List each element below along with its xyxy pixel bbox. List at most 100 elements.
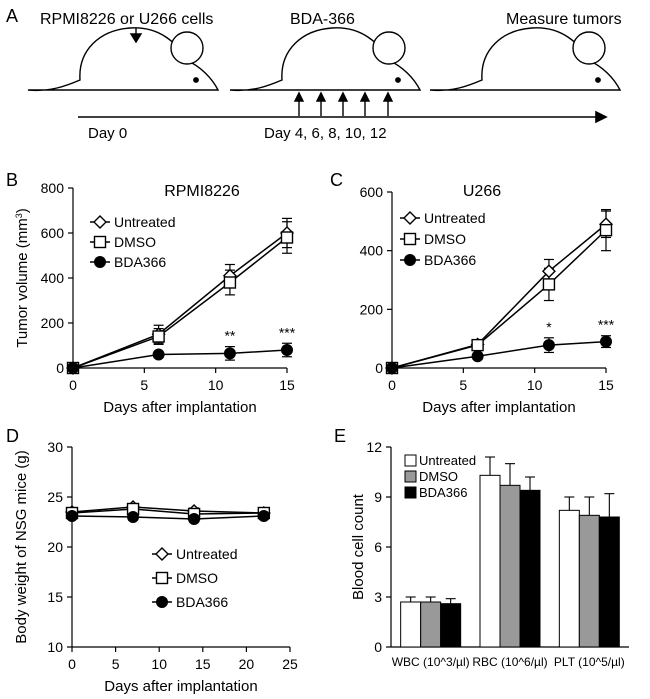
legend-label-untreated: Untreated xyxy=(114,214,175,230)
legend-label-dmso: DMSO xyxy=(114,234,156,250)
y-tick-label: 30 xyxy=(47,439,63,455)
y-tick-label: 600 xyxy=(41,225,65,241)
legend-marker-bda366 xyxy=(94,256,106,268)
data-point-bda366 xyxy=(152,348,165,361)
y-tick-label: 12 xyxy=(366,439,382,455)
data-point-bda366 xyxy=(127,511,140,523)
panel-label-d: D xyxy=(6,426,19,446)
timeline-injection-days-label: Day 4, 6, 8, 10, 12 xyxy=(264,125,387,142)
data-point-untreated xyxy=(541,264,556,279)
panel-label-a: A xyxy=(6,6,18,26)
y-tick-label: 600 xyxy=(360,184,384,200)
bar-untreated xyxy=(400,601,422,648)
x-tick-label: 0 xyxy=(388,377,396,393)
x-tick-label: 10 xyxy=(208,377,224,393)
data-point-dmso xyxy=(280,231,294,244)
x-tick-label: 5 xyxy=(112,656,120,672)
x-tick-label: 10 xyxy=(151,656,167,672)
significance-label: *** xyxy=(598,317,615,333)
chart-D: 10 15 20 25 30 0 5 10 15 20 25 Untreated DMSO BDA366 D… xyxy=(13,439,298,695)
data-point-bda366 xyxy=(386,362,398,374)
legend-label-dmso: DMSO xyxy=(419,469,458,484)
data-point-bda366 xyxy=(471,350,484,363)
y-tick-label: 200 xyxy=(41,315,65,331)
timeline-arrow xyxy=(78,110,608,124)
data-point-bda366 xyxy=(281,344,293,356)
mouse-illustration-1 xyxy=(27,27,220,92)
legend-label-untreated: Untreated xyxy=(176,546,237,562)
y-tick-label: 200 xyxy=(360,301,384,317)
y-tick-label: 25 xyxy=(47,489,63,505)
panel-label-b: B xyxy=(6,170,18,190)
chart-title: RPMI8226 xyxy=(164,183,240,200)
legend-marker-dmso xyxy=(155,571,169,585)
chart-E: 0 3 6 9 12 WBC (10^3/µl) RBC (10^6/µl) PLT (10^… xyxy=(350,439,629,669)
data-point-bda366 xyxy=(600,335,612,348)
data-point-dmso xyxy=(223,276,237,289)
y-axis-label: Blood cell count xyxy=(350,493,367,600)
data-point-bda366 xyxy=(223,347,236,360)
legend-swatch-dmso xyxy=(404,470,417,483)
y-tick-label: 0 xyxy=(56,360,64,376)
y-tick-label: 10 xyxy=(47,639,63,655)
series-line-dmso xyxy=(71,508,264,515)
x-tick-label: 15 xyxy=(598,377,614,393)
y-tick-label: 3 xyxy=(374,589,382,605)
x-tick-label: 0 xyxy=(68,656,76,672)
y-tick-label: 400 xyxy=(41,270,65,286)
panel-label-c: C xyxy=(330,170,343,190)
y-tick-label: 20 xyxy=(47,539,63,555)
x-axis-label: Days after implantation xyxy=(103,399,256,416)
data-point-dmso xyxy=(152,330,165,343)
superscript-end: ) xyxy=(14,208,31,213)
data-point-bda366 xyxy=(542,339,555,352)
legend-marker-untreated xyxy=(155,547,169,561)
legend-swatch-bda366 xyxy=(404,486,417,499)
series-line-untreated xyxy=(71,506,264,514)
legend-label-bda366: BDA366 xyxy=(114,254,166,270)
series-line-bda366 xyxy=(72,349,288,369)
mouse-illustration-3 xyxy=(429,27,622,92)
significance-label: *** xyxy=(279,324,296,340)
x-tick-label: 5 xyxy=(140,377,148,393)
legend-marker-bda366 xyxy=(404,254,416,266)
schematic-step1-label: RPMI8226 or U266 cells xyxy=(40,11,213,28)
series-line-dmso xyxy=(72,236,288,369)
y-tick-label: 0 xyxy=(375,360,383,376)
schematic-panel: RPMI8226 or U266 cells BDA-366 Measure t… xyxy=(27,11,622,142)
significance-label: ** xyxy=(224,328,235,344)
x-tick-label: 15 xyxy=(195,656,211,672)
schematic-step3-label: Measure tumors xyxy=(506,11,622,28)
bar-dmso xyxy=(420,601,442,648)
legend-label-bda366: BDA366 xyxy=(424,252,476,268)
bar-bda366 xyxy=(440,603,462,648)
y-tick-label: 15 xyxy=(47,589,63,605)
timeline-day0-label: Day 0 xyxy=(88,125,127,142)
bar-bda366 xyxy=(519,489,541,648)
legend-label-untreated: Untreated xyxy=(419,453,476,468)
data-point-bda366 xyxy=(67,362,79,374)
x-tick-label: 25 xyxy=(282,656,298,672)
data-point-bda366 xyxy=(257,510,270,522)
y-axis-label: Tumor volume (mm3) xyxy=(14,208,31,347)
legend-label-untreated: Untreated xyxy=(424,210,485,226)
legend-swatch-untreated xyxy=(404,454,417,467)
legend-label-bda366: BDA366 xyxy=(419,485,467,500)
data-point-bda366 xyxy=(188,513,201,525)
significance-label: * xyxy=(546,319,552,335)
series-line-untreated xyxy=(72,232,288,369)
y-tick-label: 9 xyxy=(374,489,382,505)
mouse-illustration-2 xyxy=(229,27,422,92)
data-point-dmso xyxy=(471,338,484,352)
x-axis-label: Days after implantation xyxy=(104,678,257,695)
y-axis-label: Body weight of NSG mice (g) xyxy=(13,450,30,643)
category-label: RBC (10^6/µl) xyxy=(472,655,547,669)
bar-untreated xyxy=(479,474,501,648)
data-point-dmso xyxy=(599,223,613,237)
bar-untreated xyxy=(558,509,580,648)
y-tick-label: 800 xyxy=(41,180,65,196)
category-label: PLT (10^5/µl) xyxy=(554,655,625,669)
legend-marker-bda366 xyxy=(156,596,168,608)
